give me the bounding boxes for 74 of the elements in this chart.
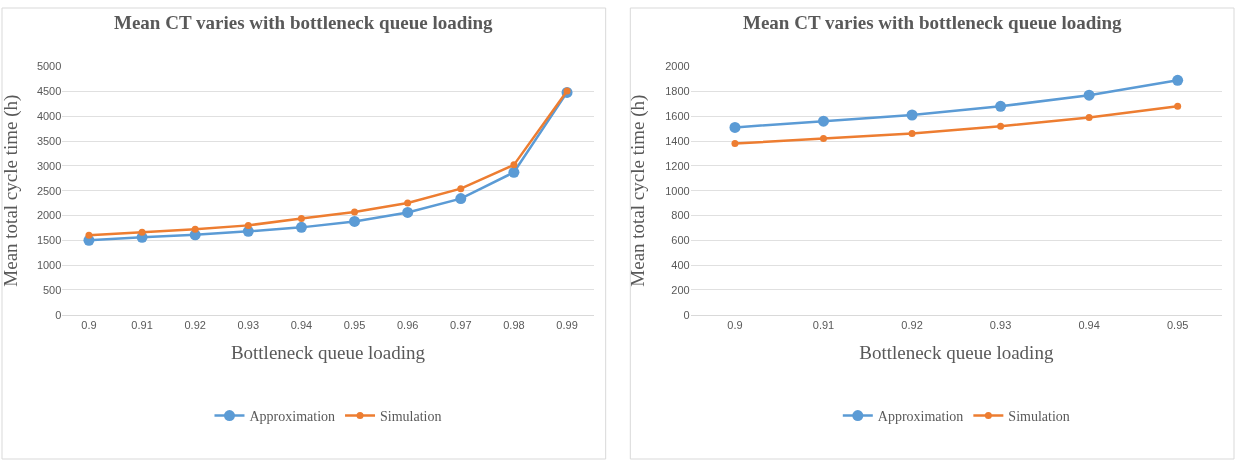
point xyxy=(1174,102,1182,110)
x-tick-label: 0.91 xyxy=(131,318,153,331)
y-tick-label: 1800 xyxy=(665,85,690,98)
point xyxy=(138,228,146,236)
point xyxy=(402,206,414,218)
y-tick-label: 1500 xyxy=(36,234,62,247)
y-tick-label: 5000 xyxy=(36,60,62,73)
legend-label: Approximation xyxy=(249,409,336,424)
point xyxy=(510,161,518,169)
point xyxy=(85,231,93,239)
point xyxy=(1085,113,1093,121)
y-tick-label: 800 xyxy=(671,209,690,222)
point xyxy=(818,115,829,127)
y-tick-label: 500 xyxy=(43,283,62,296)
point xyxy=(729,121,741,133)
y-tick-label: 0 xyxy=(55,308,62,321)
x-tick-label: 0.9 xyxy=(81,318,97,331)
legend-label: Simulation xyxy=(1008,409,1070,424)
point xyxy=(997,122,1005,130)
x-axis-title: Bottleneck queue loading xyxy=(859,341,1054,363)
point xyxy=(295,221,307,233)
point xyxy=(731,140,739,148)
y-tick-label: 2000 xyxy=(665,60,690,73)
point xyxy=(995,100,1007,112)
chart-title: Mean CT varies with bottleneck queue loading xyxy=(743,12,1123,33)
point xyxy=(404,199,412,207)
point xyxy=(908,130,916,138)
x-tick-label: 0.99 xyxy=(556,318,578,331)
point xyxy=(351,208,359,216)
point xyxy=(820,135,827,143)
x-tick-label: 0.95 xyxy=(1166,318,1189,331)
y-tick-label: 200 xyxy=(671,283,690,296)
y-axis-title: Mean total cycle time (h) xyxy=(0,94,22,287)
point xyxy=(297,214,305,222)
point xyxy=(1083,89,1095,101)
legend-label: Simulation xyxy=(380,409,442,424)
x-tick-label: 0.94 xyxy=(290,318,313,331)
y-tick-label: 400 xyxy=(671,258,690,271)
point xyxy=(1172,74,1184,86)
y-tick-label: 1400 xyxy=(665,134,690,147)
y-tick-label: 1000 xyxy=(36,258,62,271)
x-tick-label: 0.91 xyxy=(812,318,835,331)
x-tick-label: 0.96 xyxy=(396,318,419,331)
x-tick-label: 0.94 xyxy=(1078,318,1100,331)
y-tick-label: 4500 xyxy=(36,85,62,98)
point xyxy=(508,166,520,178)
y-tick-label: 2000 xyxy=(36,209,62,222)
y-tick-label: 3500 xyxy=(36,134,62,147)
x-tick-label: 0.95 xyxy=(343,318,366,331)
x-tick-label: 0.92 xyxy=(901,318,923,331)
y-tick-label: 1600 xyxy=(665,110,690,123)
y-tick-label: 1000 xyxy=(665,184,690,197)
x-tick-label: 0.97 xyxy=(450,318,472,331)
point xyxy=(906,109,918,121)
y-axis-title: Mean total cycle time (h) xyxy=(627,94,650,287)
point xyxy=(455,193,467,205)
x-tick-label: 0.93 xyxy=(989,318,1012,331)
chart-title: Mean CT varies with bottleneck queue loading xyxy=(114,12,494,33)
point xyxy=(244,221,252,229)
y-tick-label: 4000 xyxy=(36,110,62,123)
y-tick-label: 0 xyxy=(683,308,690,321)
x-tick-label: 0.98 xyxy=(503,318,525,331)
x-axis-title: Bottleneck queue loading xyxy=(230,341,426,363)
x-tick-label: 0.93 xyxy=(237,318,260,331)
x-tick-label: 0.9 xyxy=(727,318,743,331)
x-tick-label: 0.92 xyxy=(184,318,206,331)
y-tick-label: 3000 xyxy=(36,159,62,172)
legend-label: Approximation xyxy=(877,409,964,424)
point xyxy=(457,185,465,193)
point xyxy=(349,215,361,227)
point xyxy=(191,225,199,233)
y-tick-label: 1200 xyxy=(665,159,690,172)
y-tick-label: 600 xyxy=(671,234,690,247)
y-tick-label: 2500 xyxy=(36,184,62,197)
